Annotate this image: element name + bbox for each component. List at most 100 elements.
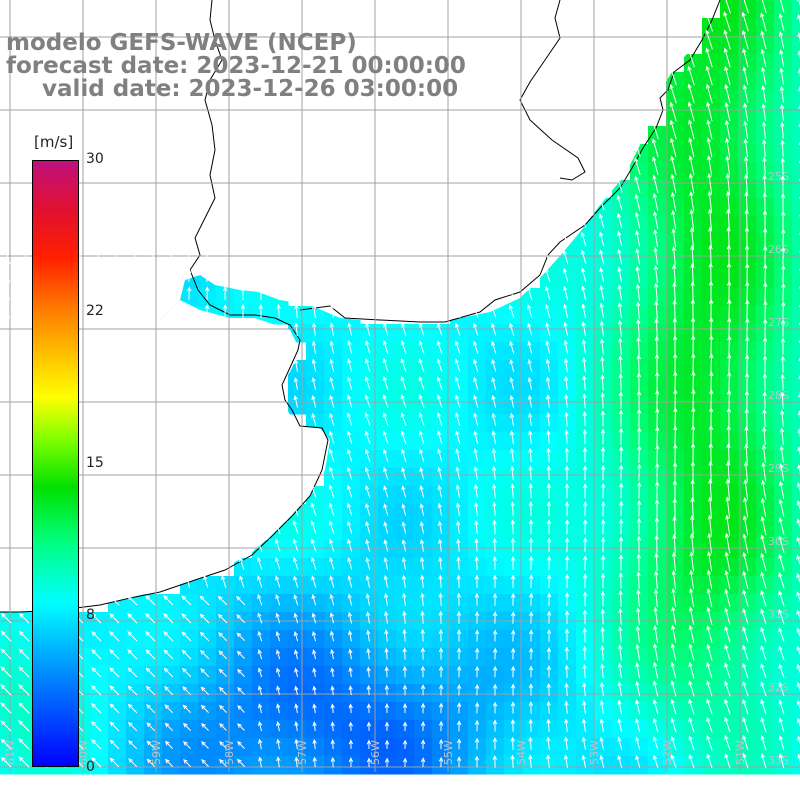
wind-arrow [164, 740, 173, 749]
wind-arrow [528, 718, 533, 732]
wind-arrow [727, 317, 732, 338]
wind-arrow [400, 340, 407, 355]
wind-arrow [454, 322, 461, 336]
wind-arrow [724, 551, 731, 572]
wind-arrow [420, 628, 425, 642]
wind-arrow [472, 304, 479, 318]
wind-arrow [0, 666, 12, 678]
wind-arrow [707, 172, 713, 194]
wind-arrow [654, 570, 659, 590]
wind-arrow [276, 703, 281, 714]
wind-arrow [564, 501, 570, 517]
wind-arrow [562, 267, 569, 283]
wind-arrow [400, 375, 407, 391]
wind-arrow [292, 556, 299, 570]
wind-arrow [275, 630, 281, 642]
wind-arrow [510, 501, 515, 517]
wind-cell [792, 558, 800, 577]
wind-arrow [778, 753, 785, 769]
wind-arrow [492, 519, 497, 535]
wind-arrow [312, 756, 317, 768]
wind-arrow [706, 698, 713, 715]
wind-arrow [599, 736, 605, 750]
wind-arrow [0, 612, 12, 624]
wind-arrow [743, 155, 749, 176]
wind-arrow [0, 720, 12, 732]
wind-arrow [491, 340, 497, 354]
wind-arrow [420, 721, 426, 732]
wind-arrow [456, 556, 461, 570]
wind-arrow [527, 322, 533, 336]
wind-arrow [636, 318, 641, 337]
wind-arrow [528, 665, 534, 678]
wind-arrow [438, 628, 444, 642]
wind-arrow [186, 286, 192, 300]
wind-arrow [635, 717, 641, 733]
wind-arrow [673, 443, 678, 464]
wind-arrow [616, 176, 623, 193]
wind-arrow [760, 626, 767, 643]
wind-arrow [109, 757, 120, 768]
wind-arrow [510, 736, 515, 750]
wind-arrow [654, 353, 660, 374]
wind-arrow [204, 286, 210, 300]
wind-arrow [384, 721, 390, 731]
wind-arrow [237, 723, 245, 731]
wind-cell [792, 0, 800, 19]
wind-arrow [653, 264, 659, 283]
wind-arrow [400, 430, 407, 445]
wind-arrow [163, 667, 174, 678]
wind-arrow [564, 700, 569, 714]
wind-arrow [565, 537, 570, 553]
wind-arrow [761, 479, 767, 500]
wind-arrow [109, 721, 120, 732]
wind-arrow [276, 285, 281, 301]
wind-arrow [402, 739, 408, 749]
wind-arrow [347, 340, 353, 355]
wind-arrow [330, 703, 335, 713]
wind-arrow [114, 268, 119, 282]
wind-cell [792, 666, 800, 685]
wind-arrow [509, 447, 515, 463]
wind-arrow [346, 448, 353, 462]
wind-arrow [221, 575, 227, 588]
wind-arrow [275, 612, 281, 624]
wind-arrow [743, 120, 749, 140]
wind-arrow [780, 175, 786, 193]
wind-arrow [762, 174, 767, 194]
wind-arrow [5, 304, 11, 319]
wind-arrow [310, 538, 317, 552]
wind-arrow [127, 613, 138, 624]
wind-arrow [474, 665, 480, 678]
wind-arrow [651, 120, 659, 140]
wind-arrow [91, 613, 102, 624]
wind-arrow [0, 738, 12, 750]
wind-arrow [744, 244, 750, 266]
wind-arrow [617, 284, 622, 301]
wind-arrow [564, 646, 570, 660]
wind-arrow [183, 758, 191, 767]
wind-arrow [619, 482, 624, 499]
wind-arrow [0, 756, 12, 768]
wind-arrow [760, 645, 767, 661]
wind-arrow [761, 121, 767, 139]
wind-arrow [348, 648, 353, 660]
wind-arrow [258, 303, 264, 319]
wind-arrow [706, 735, 713, 751]
wind-arrow [708, 406, 714, 428]
wind-arrow [181, 649, 192, 660]
wind-arrow [705, 11, 713, 32]
wind-arrow [618, 607, 623, 625]
wind-arrow [23, 304, 29, 318]
wind-arrow [347, 557, 353, 570]
longitude-label: 55W [442, 740, 455, 765]
wind-arrow [671, 263, 677, 284]
wind-arrow [293, 376, 299, 390]
wind-arrow [346, 484, 353, 498]
wind-arrow [760, 681, 767, 697]
wind-arrow [181, 613, 192, 624]
wind-arrow [672, 497, 677, 518]
wind-arrow [762, 156, 767, 175]
wind-arrow [670, 735, 677, 751]
wind-arrow [491, 465, 497, 481]
